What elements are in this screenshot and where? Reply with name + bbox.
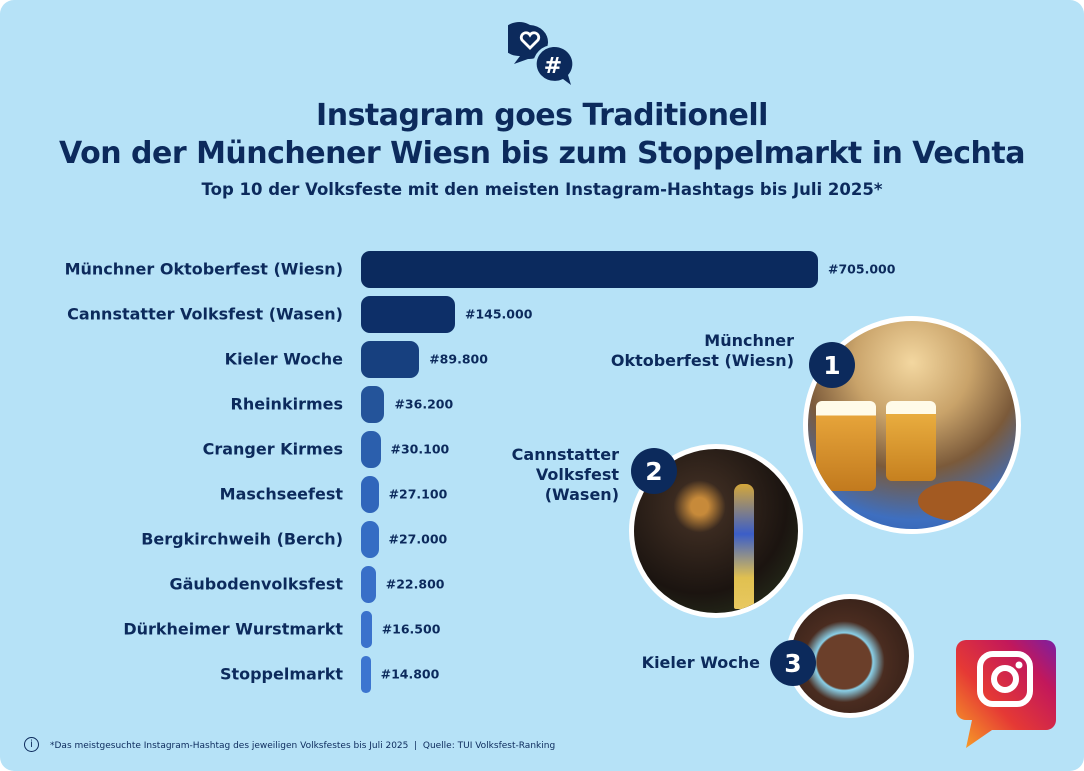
- beer-mug: [886, 401, 936, 481]
- highlight-label-line: Cannstatter: [511, 445, 619, 464]
- category-label: Dürkheimer Wurstmarkt: [123, 619, 343, 639]
- bar: [361, 655, 371, 693]
- fruit-tower: [734, 484, 754, 609]
- beer-mug: [816, 401, 876, 491]
- rank-badge-1: 1: [809, 342, 855, 388]
- rank-badge-2: 2: [631, 448, 677, 494]
- data-label: #89.800: [429, 351, 488, 367]
- data-label: #22.800: [385, 576, 445, 592]
- info-icon: i: [24, 737, 39, 752]
- data-label: #27.100: [388, 486, 448, 502]
- highlight-label-3: Kieler Woche: [641, 653, 760, 672]
- bar: [361, 250, 818, 288]
- bar: [361, 520, 379, 558]
- subtitle: Top 10 der Volksfeste mit den meisten In…: [201, 180, 883, 199]
- category-label: Stoppelmarkt: [219, 664, 343, 684]
- data-label: #145.000: [464, 306, 533, 322]
- bar: [361, 475, 379, 513]
- title-line-1: Instagram goes Traditionell: [316, 98, 768, 133]
- instagram-logo: [956, 640, 1056, 748]
- data-label: #30.100: [390, 441, 450, 457]
- bar: [361, 340, 420, 378]
- title-line-2: Von der Münchener Wiesn bis zum Stoppelm…: [59, 136, 1025, 171]
- category-label: Kieler Woche: [224, 349, 343, 369]
- highlight-label-line: Volksfest: [535, 465, 619, 484]
- data-label: #14.800: [380, 666, 440, 682]
- highlight-label-1: Münchner Oktoberfest (Wiesn): [611, 331, 794, 371]
- bar: [361, 430, 381, 468]
- bar: [361, 610, 372, 648]
- data-label: #36.200: [394, 396, 454, 412]
- highlight-label-line: Münchner: [704, 331, 794, 350]
- highlight-label-line: (Wasen): [544, 485, 619, 504]
- category-label: Gäubodenvolksfest: [169, 574, 343, 594]
- bar: [361, 565, 376, 603]
- category-label: Rheinkirmes: [230, 394, 344, 414]
- category-label: Münchner Oktoberfest (Wiesn): [64, 259, 343, 279]
- category-label: Maschseefest: [219, 484, 343, 504]
- highlight-label-2: Cannstatter Volksfest (Wasen): [512, 445, 619, 505]
- svg-text:#: #: [544, 54, 562, 79]
- data-label: #27.000: [388, 531, 448, 547]
- bar: [361, 385, 385, 423]
- data-label: #16.500: [381, 621, 441, 637]
- chat-bubbles-icon: #: [508, 22, 573, 85]
- rank-badge-3: 3: [770, 640, 816, 686]
- category-label: Cranger Kirmes: [202, 439, 343, 459]
- footer-note: *Das meistgesuchte Instagram-Hashtag des…: [50, 741, 556, 751]
- highlight-label-line: Oktoberfest (Wiesn): [610, 351, 794, 370]
- data-label: #705.000: [828, 261, 896, 277]
- bar: [361, 295, 455, 333]
- category-label: Bergkirchweih (Berch): [141, 529, 343, 549]
- pretzel: [918, 481, 998, 521]
- category-label: Cannstatter Volksfest (Wasen): [67, 304, 343, 324]
- oktoberfest-photo: [803, 316, 1021, 534]
